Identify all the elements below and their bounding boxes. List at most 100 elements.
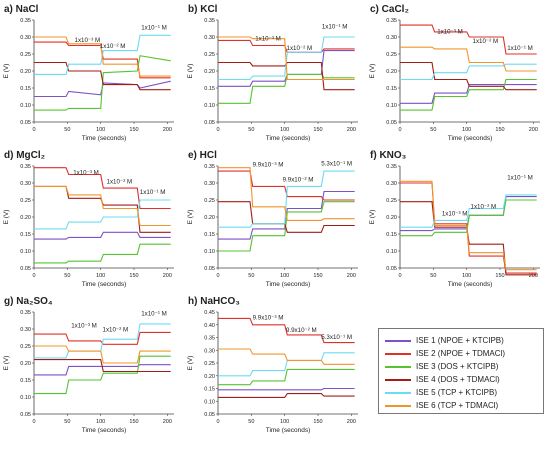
concentration-label: 1x10⁻¹ M [507, 175, 533, 182]
x-tick-label: 50 [248, 127, 254, 133]
chart-panel-1: a) NaCl 0.05 0.10 0.15 0.20 0.25 0.30 0.35 0 50 10… [3, 4, 174, 142]
x-tick-label: 50 [248, 419, 254, 425]
y-tick-label: 0.05 [20, 266, 31, 272]
series-line-5 [218, 352, 355, 377]
x-tick-label: 100 [96, 127, 105, 133]
y-tick-label: 0.25 [204, 52, 215, 58]
y-tick-label: 0.05 [204, 266, 215, 272]
series-line-1 [34, 231, 171, 240]
y-tick-label: 0.05 [204, 120, 215, 126]
y-tick-label: 0.15 [386, 232, 397, 238]
y-tick-label: 0.25 [204, 361, 215, 367]
y-tick-label: 0.30 [386, 181, 397, 187]
x-axis-label: Time (seconds) [266, 427, 311, 434]
series-line-4 [34, 359, 171, 373]
series-line-6 [34, 185, 171, 227]
y-tick-label: 0.20 [204, 374, 215, 380]
x-axis-label: Time (seconds) [82, 281, 127, 288]
y-tick-label: 0.30 [20, 327, 31, 333]
y-tick-label: 0.30 [386, 35, 397, 41]
chart-title: h) NaHCO₃ [188, 296, 240, 307]
chart-panel-2: b) KCl 0.05 0.10 0.15 0.20 0.25 0.30 0.35 0 50 100… [187, 4, 358, 142]
y-tick-label: 0.10 [204, 103, 215, 109]
legend-label: ISE 2 (NPOE + TDMACl) [416, 349, 505, 358]
y-tick-label: 0.25 [20, 198, 31, 204]
series-line-2 [218, 39, 355, 53]
series-line-4 [400, 61, 537, 91]
series-line-5 [218, 170, 355, 228]
concentration-label: 1x10⁻¹ M [322, 24, 348, 31]
x-tick-label: 0 [216, 127, 219, 133]
y-tick-label: 0.25 [20, 52, 31, 58]
chart-panel-3: c) CaCl₂ 0.05 0.10 0.15 0.20 0.25 0.30 0.35 0 50 1… [369, 4, 540, 142]
chart-panel-7: g) Na₂SO₄ 0.05 0.10 0.15 0.20 0.25 0.30 0.35 0 50… [3, 296, 174, 434]
concentration-label: 1x10⁻³ M [75, 37, 101, 44]
x-tick-label: 50 [248, 273, 254, 279]
chart-title: c) CaCl₂ [370, 4, 409, 15]
x-tick-label: 50 [430, 273, 436, 279]
y-tick-label: 0.10 [204, 399, 215, 405]
x-tick-label: 0 [398, 273, 401, 279]
y-tick-label: 0.10 [20, 249, 31, 255]
series-line-6 [34, 345, 171, 364]
legend-item: ISE 6 (TCP + TDMACl) [385, 399, 498, 412]
series-line-1 [400, 84, 537, 104]
concentration-label: 5.3x10⁻¹ M [321, 334, 352, 341]
y-tick-label: 0.30 [204, 35, 215, 41]
y-axis-label: E (V) [3, 356, 10, 371]
x-tick-label: 50 [430, 127, 436, 133]
y-tick-label: 0.15 [204, 86, 215, 92]
chart-title: g) Na₂SO₄ [4, 296, 53, 307]
series-line-3 [34, 243, 171, 264]
y-tick-label: 0.35 [204, 336, 215, 342]
legend-item: ISE 1 (NPOE + KTCIPB) [385, 334, 504, 347]
concentration-label: 9.9x10⁻² M [283, 176, 314, 183]
x-tick-label: 100 [280, 419, 289, 425]
y-tick-label: 0.15 [386, 86, 397, 92]
concentration-label: 1x10⁻³ M [71, 322, 97, 329]
y-tick-label: 0.40 [204, 323, 215, 329]
series-line-1 [218, 190, 355, 240]
y-tick-label: 0.35 [204, 18, 215, 24]
concentration-label: 1x10⁻² M [103, 327, 129, 334]
chart-title: d) MgCl₂ [4, 150, 45, 161]
x-tick-label: 100 [280, 273, 289, 279]
series-line-3 [218, 368, 355, 386]
series-line-4 [34, 61, 171, 91]
legend-label: ISE 3 (DOS + KTCIPB) [416, 362, 499, 371]
y-tick-label: 0.15 [20, 378, 31, 384]
series-line-6 [400, 180, 537, 271]
x-tick-label: 0 [32, 273, 35, 279]
x-tick-label: 0 [216, 419, 219, 425]
series-line-5 [34, 199, 171, 230]
x-tick-label: 200 [163, 419, 172, 425]
chart-panel-5: e) HCl 0.05 0.10 0.15 0.20 0.25 0.30 0.35 0 50 100… [187, 150, 358, 288]
x-tick-label: 0 [32, 127, 35, 133]
concentration-label: 1x10⁻³ M [442, 210, 468, 217]
legend-label: ISE 4 (DOS + TDMACl) [416, 375, 500, 384]
y-tick-label: 0.05 [204, 412, 215, 418]
legend-swatch [385, 365, 411, 368]
x-tick-label: 0 [216, 273, 219, 279]
x-tick-label: 200 [529, 273, 538, 279]
concentration-label: 5.3x10⁻¹ M [321, 160, 352, 167]
x-axis-label: Time (seconds) [266, 135, 311, 142]
concentration-label: 1x10⁻¹ M [141, 310, 167, 317]
y-tick-label: 0.35 [20, 164, 31, 170]
concentration-label: 1x10⁻¹ M [507, 45, 533, 52]
y-tick-label: 0.05 [386, 266, 397, 272]
y-tick-label: 0.25 [386, 198, 397, 204]
y-axis-label: E (V) [3, 64, 10, 79]
x-tick-label: 100 [280, 127, 289, 133]
legend-swatch [385, 404, 411, 407]
x-tick-label: 100 [96, 273, 105, 279]
legend: ISE 1 (NPOE + KTCIPB) ISE 2 (NPOE + TDMAC… [378, 328, 544, 414]
y-tick-label: 0.10 [386, 249, 397, 255]
x-tick-label: 200 [163, 127, 172, 133]
y-tick-label: 0.20 [204, 69, 215, 75]
y-tick-label: 0.15 [204, 232, 215, 238]
y-tick-label: 0.10 [20, 395, 31, 401]
x-tick-label: 200 [347, 127, 356, 133]
x-tick-label: 50 [64, 273, 70, 279]
legend-label: ISE 5 (TCP + KTCIPB) [416, 388, 497, 397]
